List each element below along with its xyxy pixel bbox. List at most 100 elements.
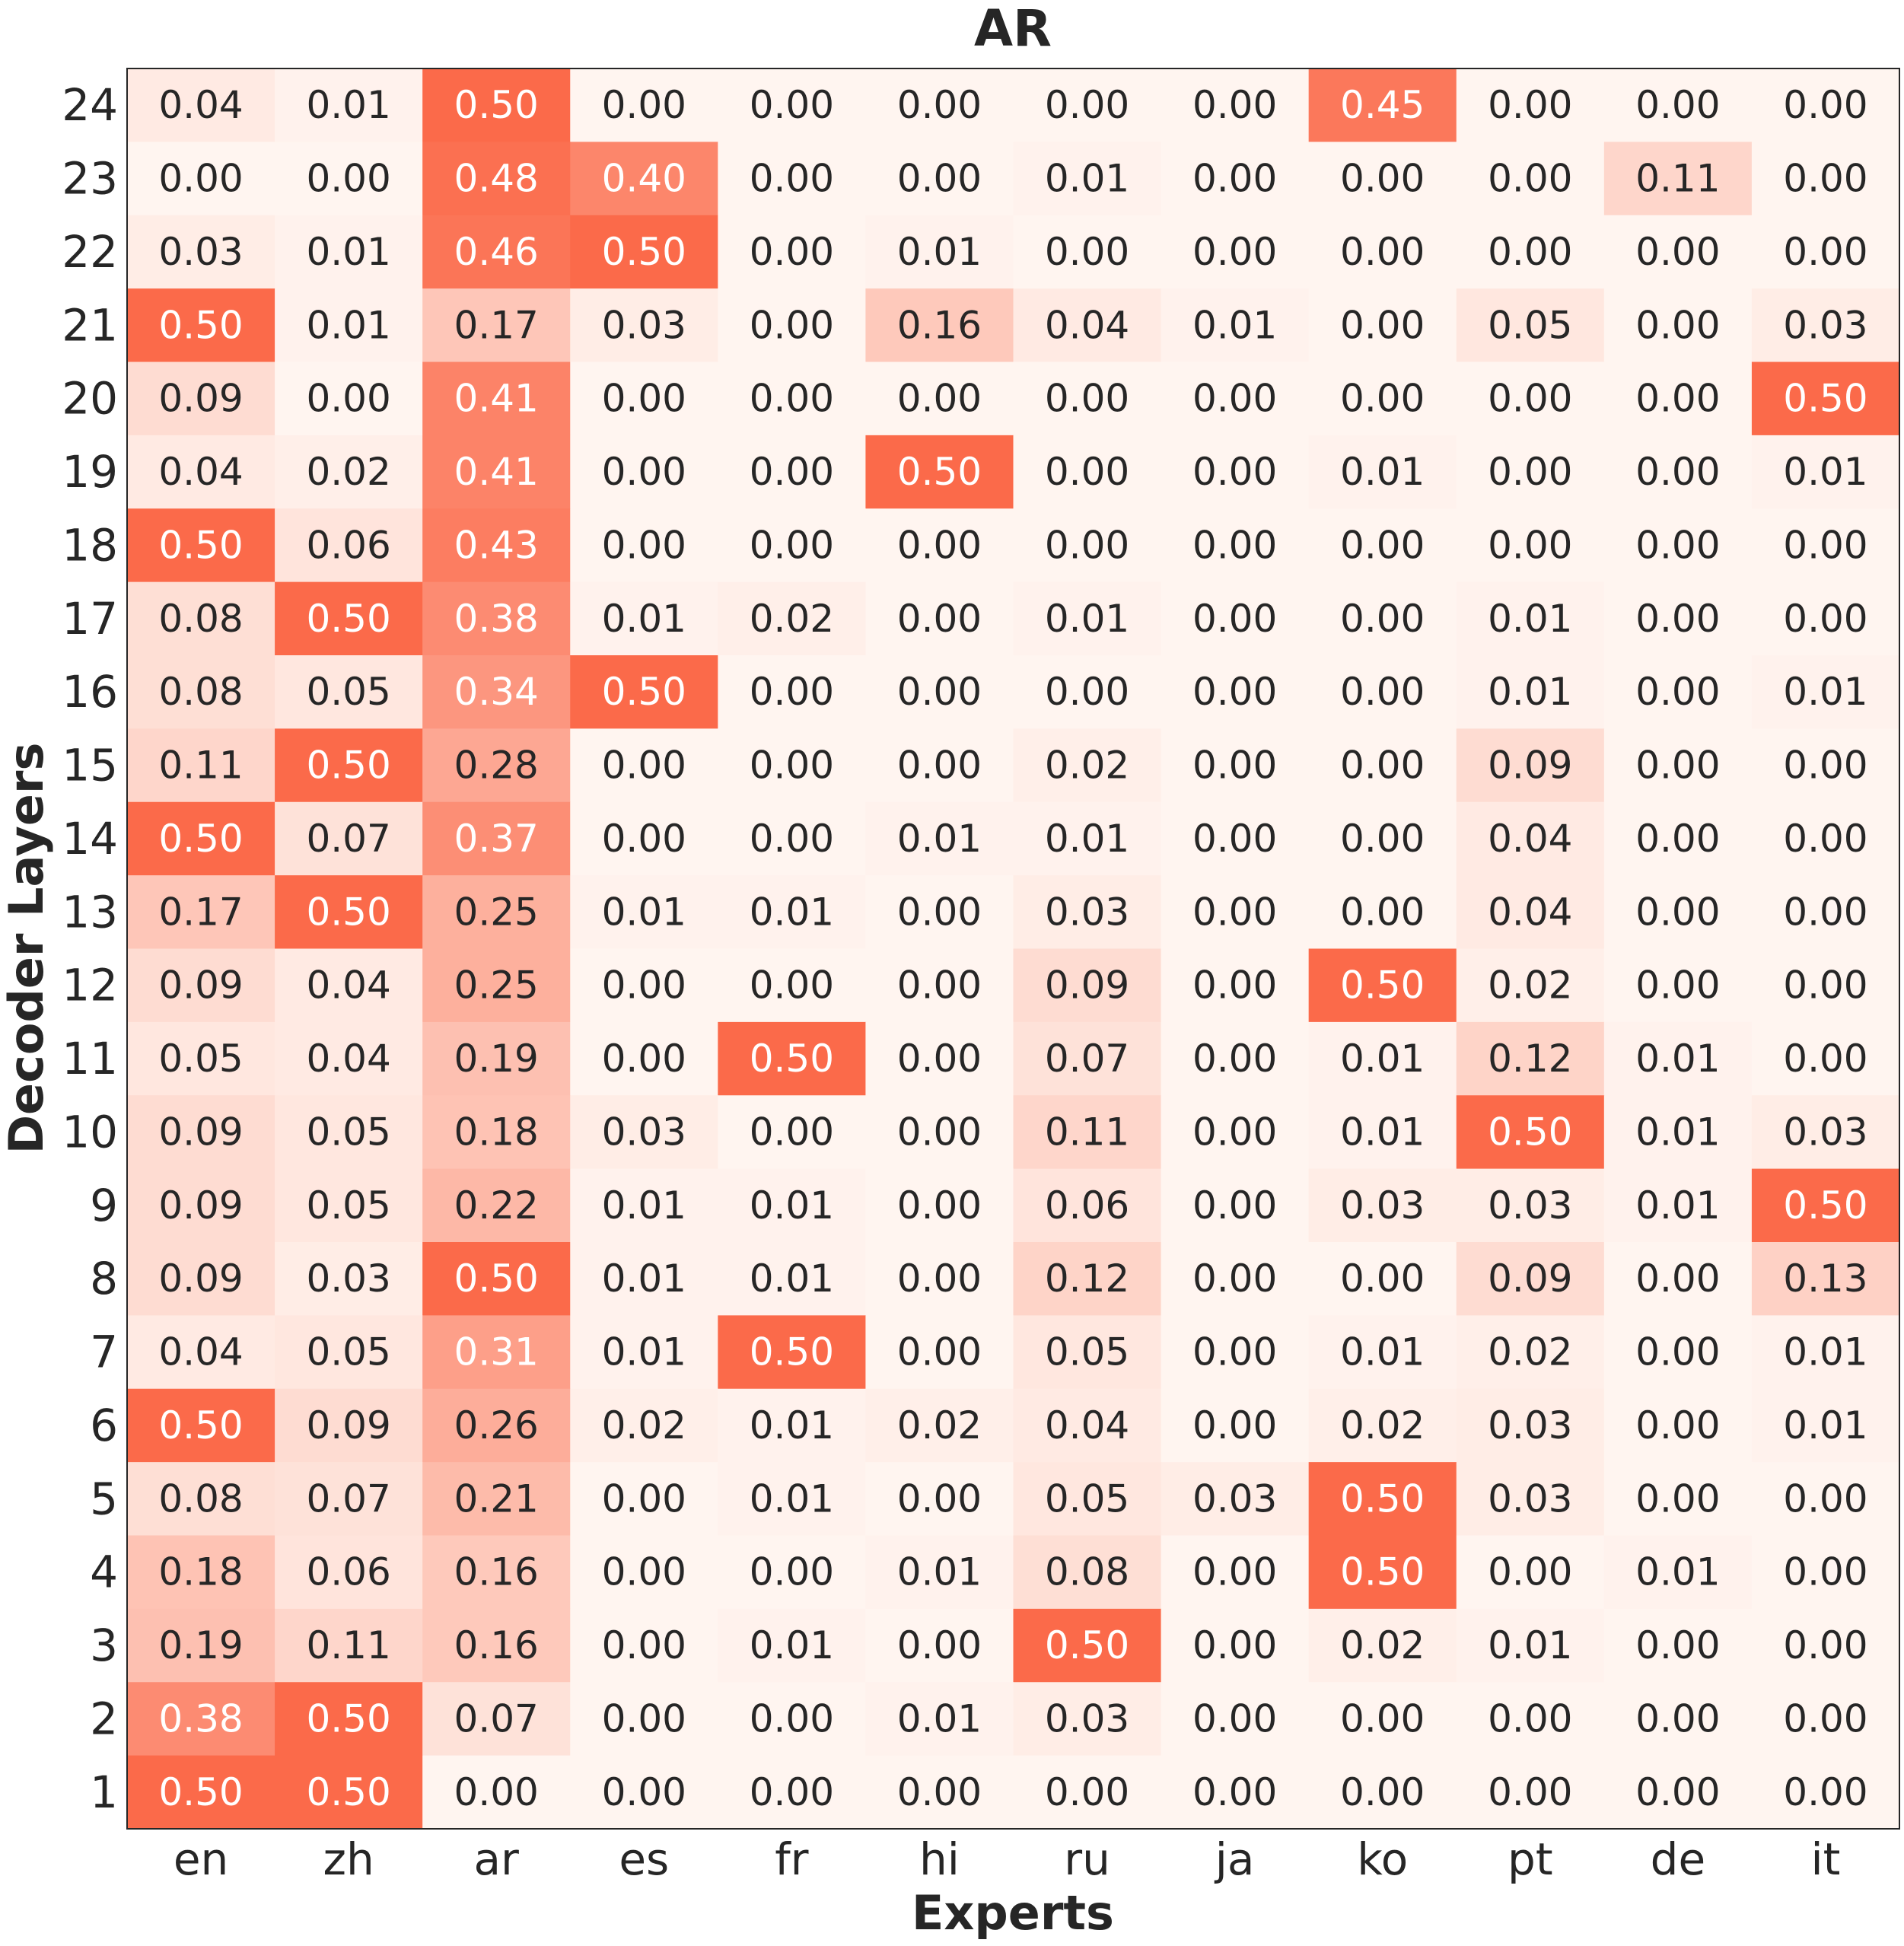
heatmap-cell <box>1456 1608 1605 1683</box>
heatmap-cell <box>1161 1095 1310 1170</box>
heatmap-cell <box>1013 728 1162 803</box>
heatmap-cell <box>127 801 275 876</box>
cell-value-label: 0.00 <box>897 890 982 934</box>
heatmap-cell <box>1308 1388 1457 1463</box>
cell-value-label: 0.01 <box>1635 1550 1720 1594</box>
cell-value-label: 0.00 <box>1488 1550 1572 1594</box>
cell-value-label: 0.09 <box>1045 963 1129 1008</box>
heatmap-cell <box>1161 875 1310 949</box>
cell-value-label: 0.00 <box>1045 377 1129 421</box>
cell-value-label: 0.00 <box>1340 670 1425 714</box>
cell-value-label: 0.03 <box>306 1256 390 1301</box>
cell-value-label: 0.01 <box>1783 1403 1867 1448</box>
heatmap-cell <box>1751 1608 1900 1683</box>
y-tick-label: 2 <box>90 1693 118 1744</box>
cell-value-label: 0.00 <box>1635 597 1720 641</box>
heatmap-cell <box>718 801 866 876</box>
cell-value-label: 0.18 <box>454 1110 539 1154</box>
heatmap-cell <box>1456 68 1605 142</box>
heatmap-cell <box>865 801 1014 876</box>
heatmap-cell <box>275 68 423 142</box>
heatmap-cell <box>1603 728 1753 803</box>
cell-value-label: 0.25 <box>454 890 539 934</box>
heatmap-cell <box>1456 215 1605 289</box>
cell-value-label: 0.00 <box>1488 83 1572 127</box>
cell-value-label: 0.00 <box>602 523 686 567</box>
cell-value-label: 0.46 <box>454 230 539 274</box>
cell-value-label: 0.03 <box>158 230 243 274</box>
heatmap-cell <box>127 215 275 289</box>
cell-value-label: 0.01 <box>1340 1330 1425 1374</box>
x-tick-label: ar <box>474 1833 520 1885</box>
cell-value-label: 0.00 <box>1635 963 1720 1008</box>
heatmap-cell <box>127 142 275 216</box>
heatmap-cell <box>865 215 1014 289</box>
heatmap-cell <box>1751 1095 1900 1170</box>
cell-value-label: 0.00 <box>897 670 982 714</box>
cell-value-label: 0.50 <box>602 230 686 274</box>
heatmap-cell <box>865 1535 1014 1610</box>
cell-value-label: 0.00 <box>602 1623 686 1667</box>
heatmap-cell <box>1161 1242 1310 1316</box>
cell-value-label: 0.05 <box>158 1037 243 1081</box>
cell-value-label: 0.00 <box>897 83 982 127</box>
heatmap-cell <box>718 361 866 436</box>
cell-value-label: 0.05 <box>306 1110 390 1154</box>
cell-value-label: 0.00 <box>1783 1037 1867 1081</box>
cell-value-label: 0.00 <box>1635 1696 1720 1741</box>
cell-value-label: 0.09 <box>306 1403 390 1448</box>
heatmap-cell <box>1013 655 1162 729</box>
cell-value-label: 0.03 <box>602 1110 686 1154</box>
heatmap-cell <box>865 361 1014 436</box>
cell-value-label: 0.01 <box>602 597 686 641</box>
cell-value-label: 0.01 <box>750 1403 834 1448</box>
y-tick-label: 20 <box>62 373 118 425</box>
cell-value-label: 0.00 <box>1192 1403 1277 1448</box>
heatmap-cell <box>718 1755 866 1830</box>
cell-value-label: 0.00 <box>602 1037 686 1081</box>
cell-value-label: 0.00 <box>897 157 982 201</box>
y-tick-label: 24 <box>62 79 118 131</box>
heatmap-cell <box>1013 1315 1162 1390</box>
cell-value-label: 0.00 <box>158 157 243 201</box>
heatmap-cell <box>865 1608 1014 1683</box>
cell-value-label: 0.00 <box>1192 1330 1277 1374</box>
heatmap-cell <box>718 68 866 142</box>
heatmap-cell <box>718 508 866 583</box>
heatmap-cell <box>1308 1315 1457 1390</box>
cell-value-label: 0.00 <box>1783 157 1867 201</box>
cell-value-label: 0.00 <box>1192 1696 1277 1741</box>
heatmap-cell <box>865 288 1014 362</box>
cell-value-label: 0.08 <box>1045 1550 1129 1594</box>
heatmap-cell <box>1161 1021 1310 1096</box>
heatmap-cell <box>1308 361 1457 436</box>
cell-value-label: 0.00 <box>750 303 834 347</box>
y-tick-label: 6 <box>90 1400 118 1451</box>
cell-value-label: 0.50 <box>306 1770 390 1814</box>
heatmap-cell <box>1013 1608 1162 1683</box>
heatmap-cell <box>275 1095 423 1170</box>
heatmap-cell <box>275 1608 423 1683</box>
cell-value-label: 0.00 <box>1340 157 1425 201</box>
heatmap-cell <box>1456 1462 1605 1536</box>
cell-value-label: 0.00 <box>897 1183 982 1228</box>
heatmap-cell <box>1308 435 1457 509</box>
cell-value-label: 0.50 <box>306 1696 390 1741</box>
cell-value-label: 0.00 <box>750 523 834 567</box>
heatmap-cell <box>1751 288 1900 362</box>
heatmap-cell <box>1013 508 1162 583</box>
cell-value-label: 0.41 <box>454 450 539 494</box>
cell-value-label: 0.00 <box>602 1550 686 1594</box>
cell-value-label: 0.50 <box>306 744 390 788</box>
heatmap-cell <box>570 948 718 1023</box>
y-tick-label: 14 <box>62 813 118 865</box>
heatmap-cell <box>570 1315 718 1390</box>
heatmap-cell <box>1603 801 1753 876</box>
heatmap-cell <box>275 1021 423 1096</box>
cell-value-label: 0.31 <box>454 1330 539 1374</box>
cell-value-label: 0.01 <box>1635 1183 1720 1228</box>
cell-value-label: 0.00 <box>1783 230 1867 274</box>
cell-value-label: 0.25 <box>454 963 539 1008</box>
cell-value-label: 0.00 <box>1192 1550 1277 1594</box>
heatmap-cell <box>1603 68 1753 142</box>
